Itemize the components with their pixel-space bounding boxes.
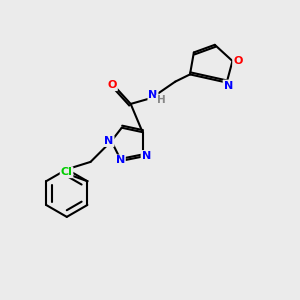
Text: H: H — [157, 95, 165, 105]
Text: N: N — [116, 155, 125, 165]
Text: N: N — [224, 80, 233, 91]
Text: O: O — [108, 80, 117, 90]
Text: O: O — [233, 56, 242, 66]
Text: N: N — [148, 90, 158, 100]
Text: N: N — [142, 151, 151, 161]
Text: Cl: Cl — [61, 167, 73, 177]
Text: N: N — [104, 136, 114, 146]
